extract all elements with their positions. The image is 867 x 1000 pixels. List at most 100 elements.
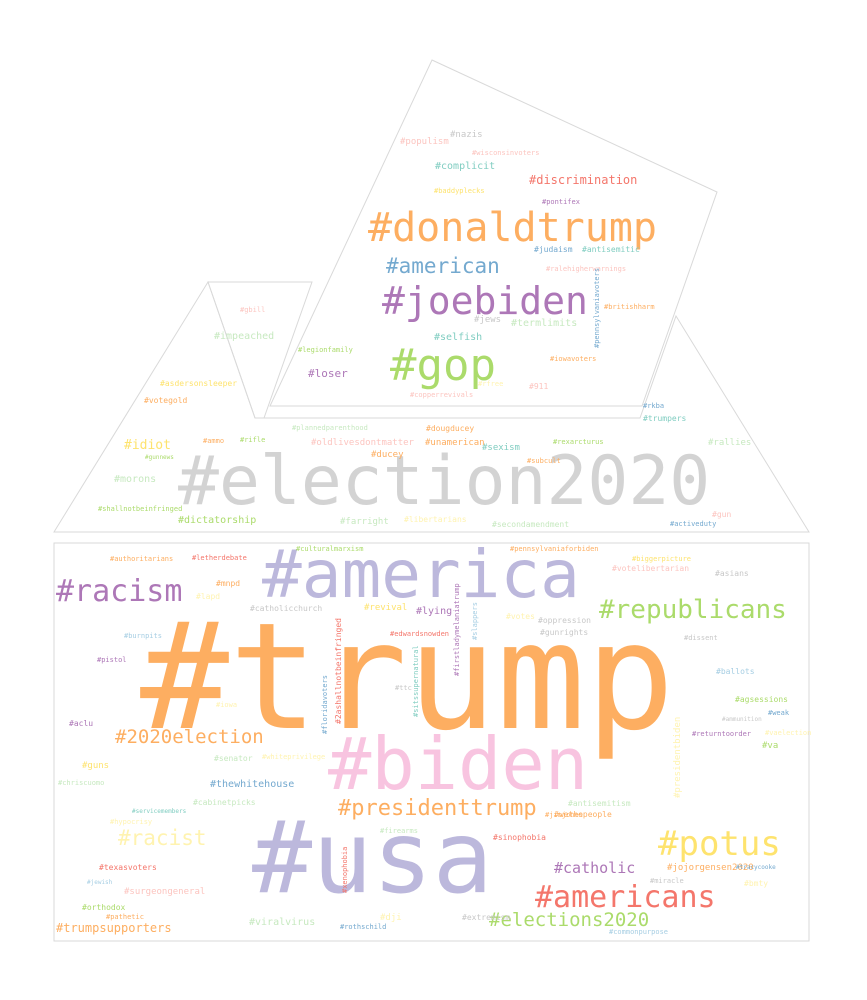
- hashtag-racist: #racist: [118, 826, 207, 850]
- hashtag-termlimits: #termlimits: [511, 318, 578, 329]
- hashtag-americans: #americans: [535, 880, 716, 915]
- hashtag-rallies: #rallies: [708, 438, 752, 448]
- hashtag-weak: #weak: [768, 709, 790, 717]
- hashtag-votegold: #votegold: [144, 396, 188, 405]
- hashtag-antisemitism: #thewhitehouse: [210, 779, 295, 790]
- hashtag-2ashallnotbeinfringed: #2ashallnotbeinfringed: [334, 618, 343, 724]
- hashtag-surgeongeneral: #orthodox: [82, 903, 126, 912]
- hashtag-sitssupernatural: #sitssupernatural: [412, 645, 420, 717]
- hashtag-cabinetpicks: #servicemembers: [132, 808, 187, 815]
- hashtag-edwardsnowden: #edwardsnowden: [390, 630, 450, 638]
- hashtag-plannedparenthood: #plannedparenthood: [292, 424, 368, 432]
- hashtag-dji: #extremism: [462, 913, 511, 922]
- hashtag-authoritarians: #authoritarians: [110, 555, 174, 563]
- hashtag-discrimination: #discrimination: [529, 173, 638, 187]
- hashtag-whiteprivilege: #whiteprivilege: [262, 753, 326, 761]
- hashtag-antisemitic: #antisemitic: [582, 245, 640, 254]
- hashtag-pennsylvaniavoters: #pennsylvaniavoters: [593, 267, 601, 348]
- hashtag-joebiden: #joebiden: [382, 279, 588, 323]
- hashtag-america: #america: [262, 536, 580, 613]
- hashtag-ballots: #ballots: [716, 667, 755, 676]
- hashtag-legionfamily: #legionfamily: [298, 346, 353, 354]
- hashtag-selfish: #selfish: [434, 332, 483, 343]
- hashtag-extremism: #commonpurpose: [609, 928, 669, 936]
- hashtag-potus: #potus: [658, 824, 781, 864]
- hashtag-viralvirus: #rothschild: [340, 923, 387, 931]
- hashtag-biden: #biden: [328, 722, 589, 806]
- hashtag-republicans: #republicans: [599, 595, 787, 625]
- hashtag-burnpits: #burnpits: [124, 632, 162, 640]
- hashtag-agsessions: #agsessions: [735, 695, 788, 704]
- hashtag-pennsylvaniaforbiden: #pennsylvaniaforbiden: [510, 545, 599, 553]
- hashtag-tracycooke: #miracle: [650, 877, 684, 885]
- hashtag-gun: #gun: [712, 510, 732, 519]
- hashtag-rothschild: #dji: [380, 913, 402, 923]
- hashtag-ammunition: #ammunition: [722, 716, 762, 723]
- hashtag-unamerican: #unamerican: [425, 438, 485, 448]
- hashtag-rkba: #rkba: [643, 402, 665, 410]
- hashtag-aclu: #aclu: [69, 719, 94, 728]
- hashtag-rifle: #rifle: [240, 436, 266, 444]
- hashtag-sexism: #sexism: [482, 443, 520, 453]
- hashtag-jimjones: #wethepeople: [554, 810, 612, 819]
- hashtag-floridavoters: #floridavoters: [321, 674, 329, 734]
- hashtag-judaism: #judaism: [534, 245, 573, 254]
- hashtag-elections2020: #elections2020: [489, 909, 650, 931]
- hashtag-trumpers: #trumpers: [643, 414, 687, 423]
- hashtag-firearms: #sinophobia: [493, 833, 546, 842]
- hashtag-gunnews: #gunnews: [145, 454, 174, 461]
- hashtag-activeduty: #activeduty: [670, 520, 717, 528]
- hashtag-idiot: #idiot: [124, 438, 171, 453]
- hashtag-2020election: #2020election: [115, 726, 264, 748]
- hashtag-nazis: #nazis: [450, 130, 483, 140]
- hashtag-slappers: #slappers: [471, 602, 479, 640]
- hashtag-lapd: #lapd: [196, 592, 221, 601]
- hashtag-thewhitehouse: #cabinetpicks: [193, 798, 256, 807]
- hashtag-gbill: #gbill: [240, 306, 266, 314]
- hashtag-votersuppression: #chriscuomo: [58, 779, 105, 787]
- hashtag-wethepeople: #firearms: [380, 827, 418, 835]
- hashtag-votes: #votes: [506, 612, 535, 621]
- hashtag-trumpsupporters: #trumpsupporters: [56, 921, 172, 935]
- hashtag-miracle: #bmty: [744, 879, 769, 888]
- hashtag-catholicchurch: #catholicchurch: [250, 604, 323, 613]
- hashtag-catholic: #catholic: [554, 859, 636, 877]
- hashtag-culturalmarxism: #culturalmarxism: [296, 545, 364, 553]
- hashtag-pistol: #pistol: [97, 656, 127, 664]
- hashtag-rexarcturus: #rexarcturus: [553, 438, 604, 446]
- hashtag-impeached: #impeached: [214, 331, 275, 342]
- hashtag-presidenttrump: #presidenttrump: [338, 796, 537, 821]
- hashtag-senator: #senator: [214, 754, 253, 763]
- hashtag-secondamendment: #secondamendment: [492, 520, 570, 529]
- hashtag-servicemembers: #hypocrisy: [110, 818, 153, 826]
- hashtag-ttc: #ttc: [395, 684, 412, 692]
- hashtag-returntoorder: #returntoorder: [692, 730, 752, 738]
- hashtag-gunrights: #gunrights: [540, 628, 589, 637]
- hashtag-hypocrisy: #jimjones: [545, 811, 583, 819]
- hashtag-pontifex: #pontifex: [542, 198, 580, 206]
- hashtag-britishharm: #britishharm: [604, 303, 655, 311]
- hashtag-ralehigherwarnings: #ralehigherwarnings: [546, 265, 627, 273]
- hashtag-pathetic: #viralvirus: [249, 917, 316, 928]
- hashtag-bmty: #jewish: [87, 879, 113, 886]
- hashtag-letherdebate: #letherdebate: [192, 554, 247, 562]
- hashtag-election2020: #election2020: [178, 442, 711, 521]
- hashtag-va: #va: [762, 741, 779, 751]
- hashtag-farright: #farright: [340, 517, 389, 527]
- hashtag-sinophobia: #texasvoters: [99, 863, 157, 872]
- hashtag-orthodox: #pathetic: [106, 913, 144, 921]
- hashtag-ammo: #ammo: [203, 437, 225, 445]
- hashtag-ducey: #ducey: [371, 450, 404, 460]
- hashtag-911: #911: [529, 382, 549, 391]
- hashtag-american: #american: [386, 254, 500, 278]
- hashtag-dissent: #dissent: [684, 634, 718, 642]
- hashtag-complicit: #complicit: [435, 161, 496, 172]
- hashtag-populism: #populism: [400, 137, 449, 147]
- hashtag-trump: #trump: [140, 591, 675, 763]
- hashtag-chriscuomo: #presidentbiden: [673, 716, 683, 798]
- hashtag-gop: #gop: [390, 340, 496, 391]
- hashtag-oppression: #oppression: [538, 616, 591, 625]
- hashtag-guns: #guns: [82, 761, 110, 771]
- hashtag-copperrevivals: #copperrevivals: [410, 391, 474, 399]
